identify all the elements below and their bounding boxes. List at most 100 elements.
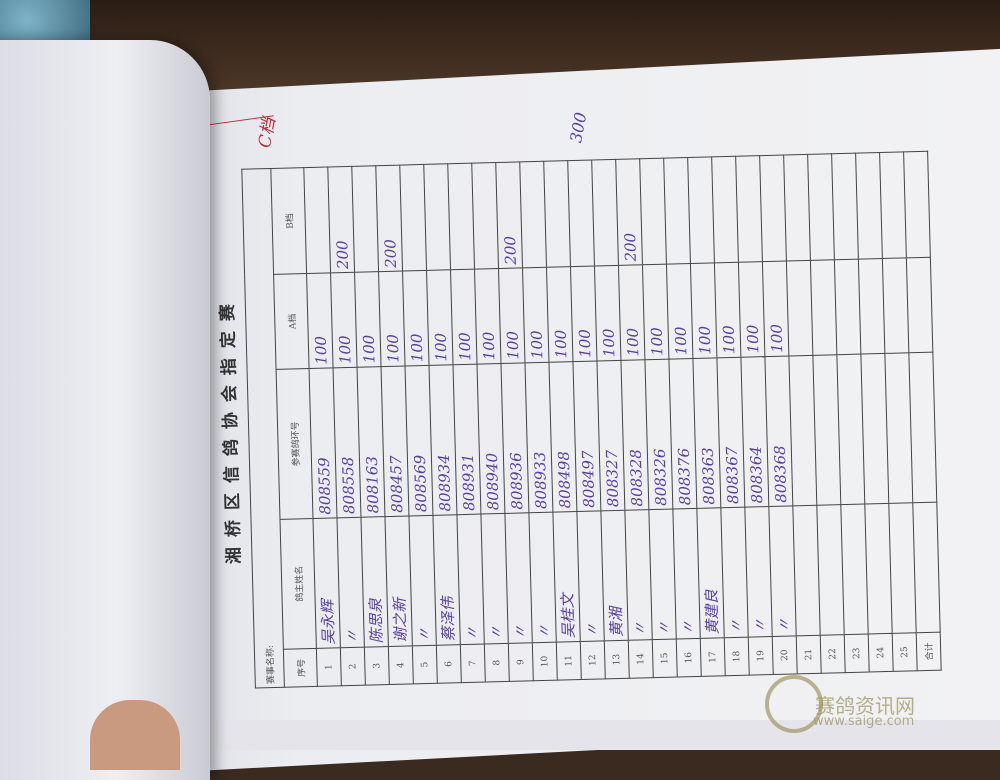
row-number: 3 [364,646,390,686]
b-amount [879,151,907,259]
owner-name: 黄湘 [600,510,629,641]
header-ring: 参赛鸽环号 [276,368,313,520]
row-number: 7 [460,644,486,683]
b-amount: 200 [615,158,643,266]
owner-name: 吴桂文 [552,511,581,643]
owner-name [816,504,845,636]
row-number: 24 [868,633,894,672]
row-number: 16 [676,638,702,677]
b-amount [351,165,379,273]
b-amount [423,163,451,271]
row-number: 21 [796,635,822,674]
a-amount [810,259,837,356]
b-amount [399,164,427,272]
thumb [90,700,180,770]
row-number: 4 [388,645,414,685]
left-page-curl [0,40,210,780]
owner-name: 〃 [576,510,605,642]
row-number: 1 [316,647,342,687]
owner-name: 黄建良 [696,507,725,639]
a-amount: 100 [522,267,549,363]
a-amount: 100 [594,265,621,361]
b-amount [735,155,763,263]
b-amount [447,163,475,270]
b-amount [711,156,739,263]
a-amount: 100 [714,262,741,358]
b-amount [543,160,571,268]
owner-name: 〃 [504,512,533,644]
a-amount: 100 [642,264,669,360]
b-amount [663,157,691,265]
owner-name: 〃 [480,513,509,645]
b-amount [783,154,811,261]
owner-name [864,503,893,634]
b-amount [759,155,787,262]
owner-name: 〃 [672,508,701,640]
a-amount: 100 [306,272,334,369]
b-amount [831,153,859,260]
owner-name: 〃 [336,517,365,648]
b-amount [687,156,715,264]
registration-form: 湘桥区信鸽协会指定赛 赛事名称: 序号 鸽主姓名 参赛鸽环号 A档 B档 1 吴永… [201,150,954,689]
owner-name: 〃 [768,505,797,637]
owner-name: 〃 [408,515,437,646]
a-amount [858,258,885,355]
a-amount [786,260,813,356]
b-amount: 200 [327,166,355,273]
paper-under [200,720,1000,750]
owner-name: 陈思泉 [360,516,389,648]
pigeon-logo-icon [765,675,823,733]
owner-name: 〃 [744,506,773,638]
a-amount: 100 [666,263,693,360]
total-label: 合计 [916,632,942,671]
red-note: C档 [255,116,280,150]
a-amount: 100 [570,266,597,362]
a-amount: 100 [690,262,717,359]
b-amount: 200 [495,161,523,269]
b-amount [303,166,331,274]
a-amount: 100 [618,264,645,361]
b-amount [591,159,619,267]
a-amount: 100 [738,261,765,358]
a-amount: 100 [498,267,525,364]
row-number: 12 [580,640,606,680]
b-amount [519,161,547,268]
row-number: 22 [820,634,846,674]
entries-table: 赛事名称: 序号 鸽主姓名 参赛鸽环号 A档 B档 1 吴永辉 808559 100 2… [241,151,942,689]
row-number: 10 [532,642,558,681]
a-amount: 100 [450,269,478,365]
owner-name: 〃 [528,512,557,643]
watermark-name: 赛鸽资讯网 [815,694,915,718]
header-a: A档 [273,273,310,370]
a-amount: 100 [762,260,789,357]
owner-name: 吴永辉 [312,517,341,649]
row-number: 15 [652,639,678,678]
row-number: 2 [340,647,366,686]
a-amount: 100 [354,271,382,368]
b-amount [471,162,499,270]
a-amount: 100 [378,271,406,367]
row-number: 5 [412,645,438,684]
header-b: B档 [270,167,307,275]
row-number: 9 [508,642,534,682]
a-amount: 100 [474,268,501,365]
b-amount [807,153,835,261]
b-amount [855,152,883,260]
a-amount: 100 [402,270,430,367]
a-amount: 100 [330,272,358,368]
row-number: 6 [436,644,462,684]
watermark-url: www.saige.com [813,714,915,729]
owner-name: 〃 [648,509,677,640]
row-number: 19 [748,636,774,676]
header-no: 序号 [283,648,318,688]
row-number: 18 [724,637,750,676]
owner-name: 〃 [720,507,749,638]
row-number: 25 [892,632,918,672]
owner-name [792,505,821,636]
b-amount [639,158,667,265]
a-amount: 100 [546,266,573,363]
row-number: 20 [772,635,798,675]
a-amount [834,259,861,355]
header-owner: 鸽主姓名 [279,518,317,650]
row-number: 11 [556,641,582,681]
